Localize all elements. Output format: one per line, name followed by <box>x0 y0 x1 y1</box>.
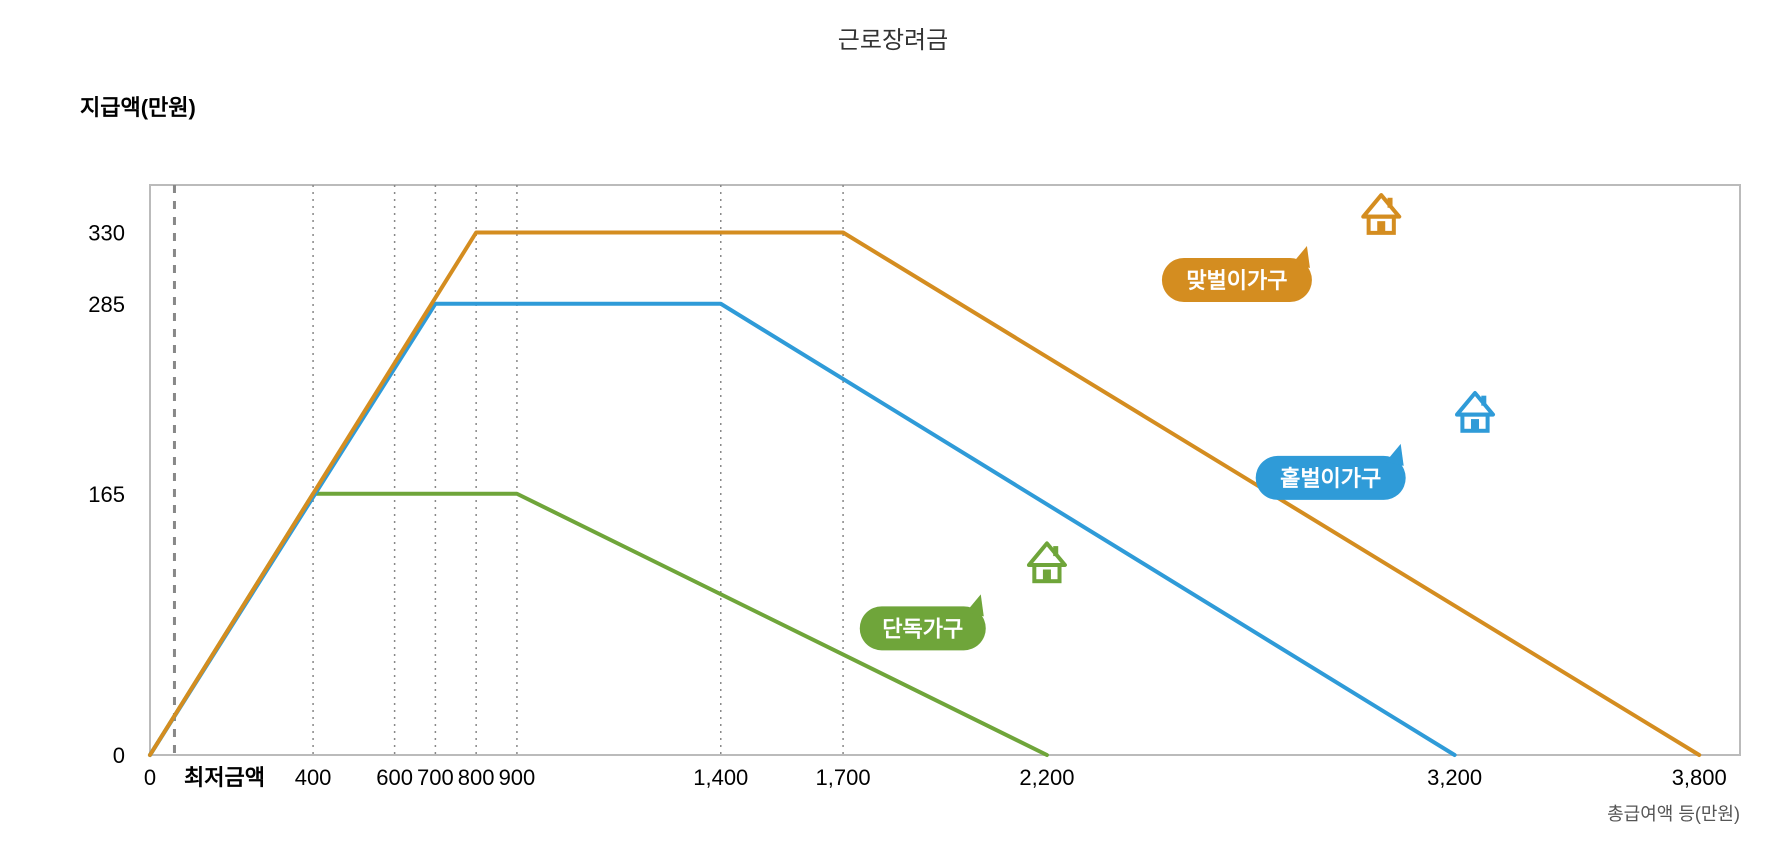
x-tick-label: 800 <box>458 765 495 790</box>
y-axis-title: 지급액(만원) <box>80 90 196 122</box>
legend-label: 맞벌이가구 <box>1186 268 1287 293</box>
legend-홑벌이가구-house-icon <box>1457 393 1493 431</box>
series-line-홑벌이가구 <box>150 304 1455 755</box>
x-tick-label: 700 <box>417 765 454 790</box>
x-min-label: 최저금액 <box>184 765 265 790</box>
x-tick-label: 1,700 <box>816 765 871 790</box>
y-tick-label: 285 <box>88 292 125 317</box>
legend-단독가구-house-icon <box>1029 543 1065 581</box>
x-tick-label: 3,800 <box>1672 765 1727 790</box>
chart-svg: 0 165 285 330 0 400 600700800900 1,400 1,700 2,20… <box>20 75 1766 859</box>
x-tick-label: 0 <box>144 765 156 790</box>
x-tick-label: 3,200 <box>1427 765 1482 790</box>
y-tick-label: 330 <box>88 221 125 246</box>
x-axis-title: 총급여액 등(만원) <box>1607 804 1740 824</box>
chart-container: 근로장려금 지급액(만원) 0 165 285 330 0 400 600700800900… <box>20 20 1766 804</box>
chart-title: 근로장려금 <box>20 20 1766 55</box>
x-tick-label: 900 <box>499 765 536 790</box>
y-tick-label: 165 <box>88 482 125 507</box>
x-tick-label: 2,200 <box>1019 765 1074 790</box>
legend-맞벌이가구: 맞벌이가구 <box>1162 246 1312 302</box>
plot-border <box>150 185 1740 755</box>
legend-label: 단독가구 <box>882 616 963 641</box>
x-tick-label: 600 <box>376 765 413 790</box>
legend-label: 홑벌이가구 <box>1280 466 1381 491</box>
x-tick-label: 400 <box>295 765 332 790</box>
y-tick-label: 0 <box>113 743 125 768</box>
legend-맞벌이가구-house-icon <box>1363 195 1399 233</box>
legend-단독가구: 단독가구 <box>860 594 986 650</box>
legend-홑벌이가구: 홑벌이가구 <box>1256 444 1406 500</box>
x-tick-label: 1,400 <box>693 765 748 790</box>
